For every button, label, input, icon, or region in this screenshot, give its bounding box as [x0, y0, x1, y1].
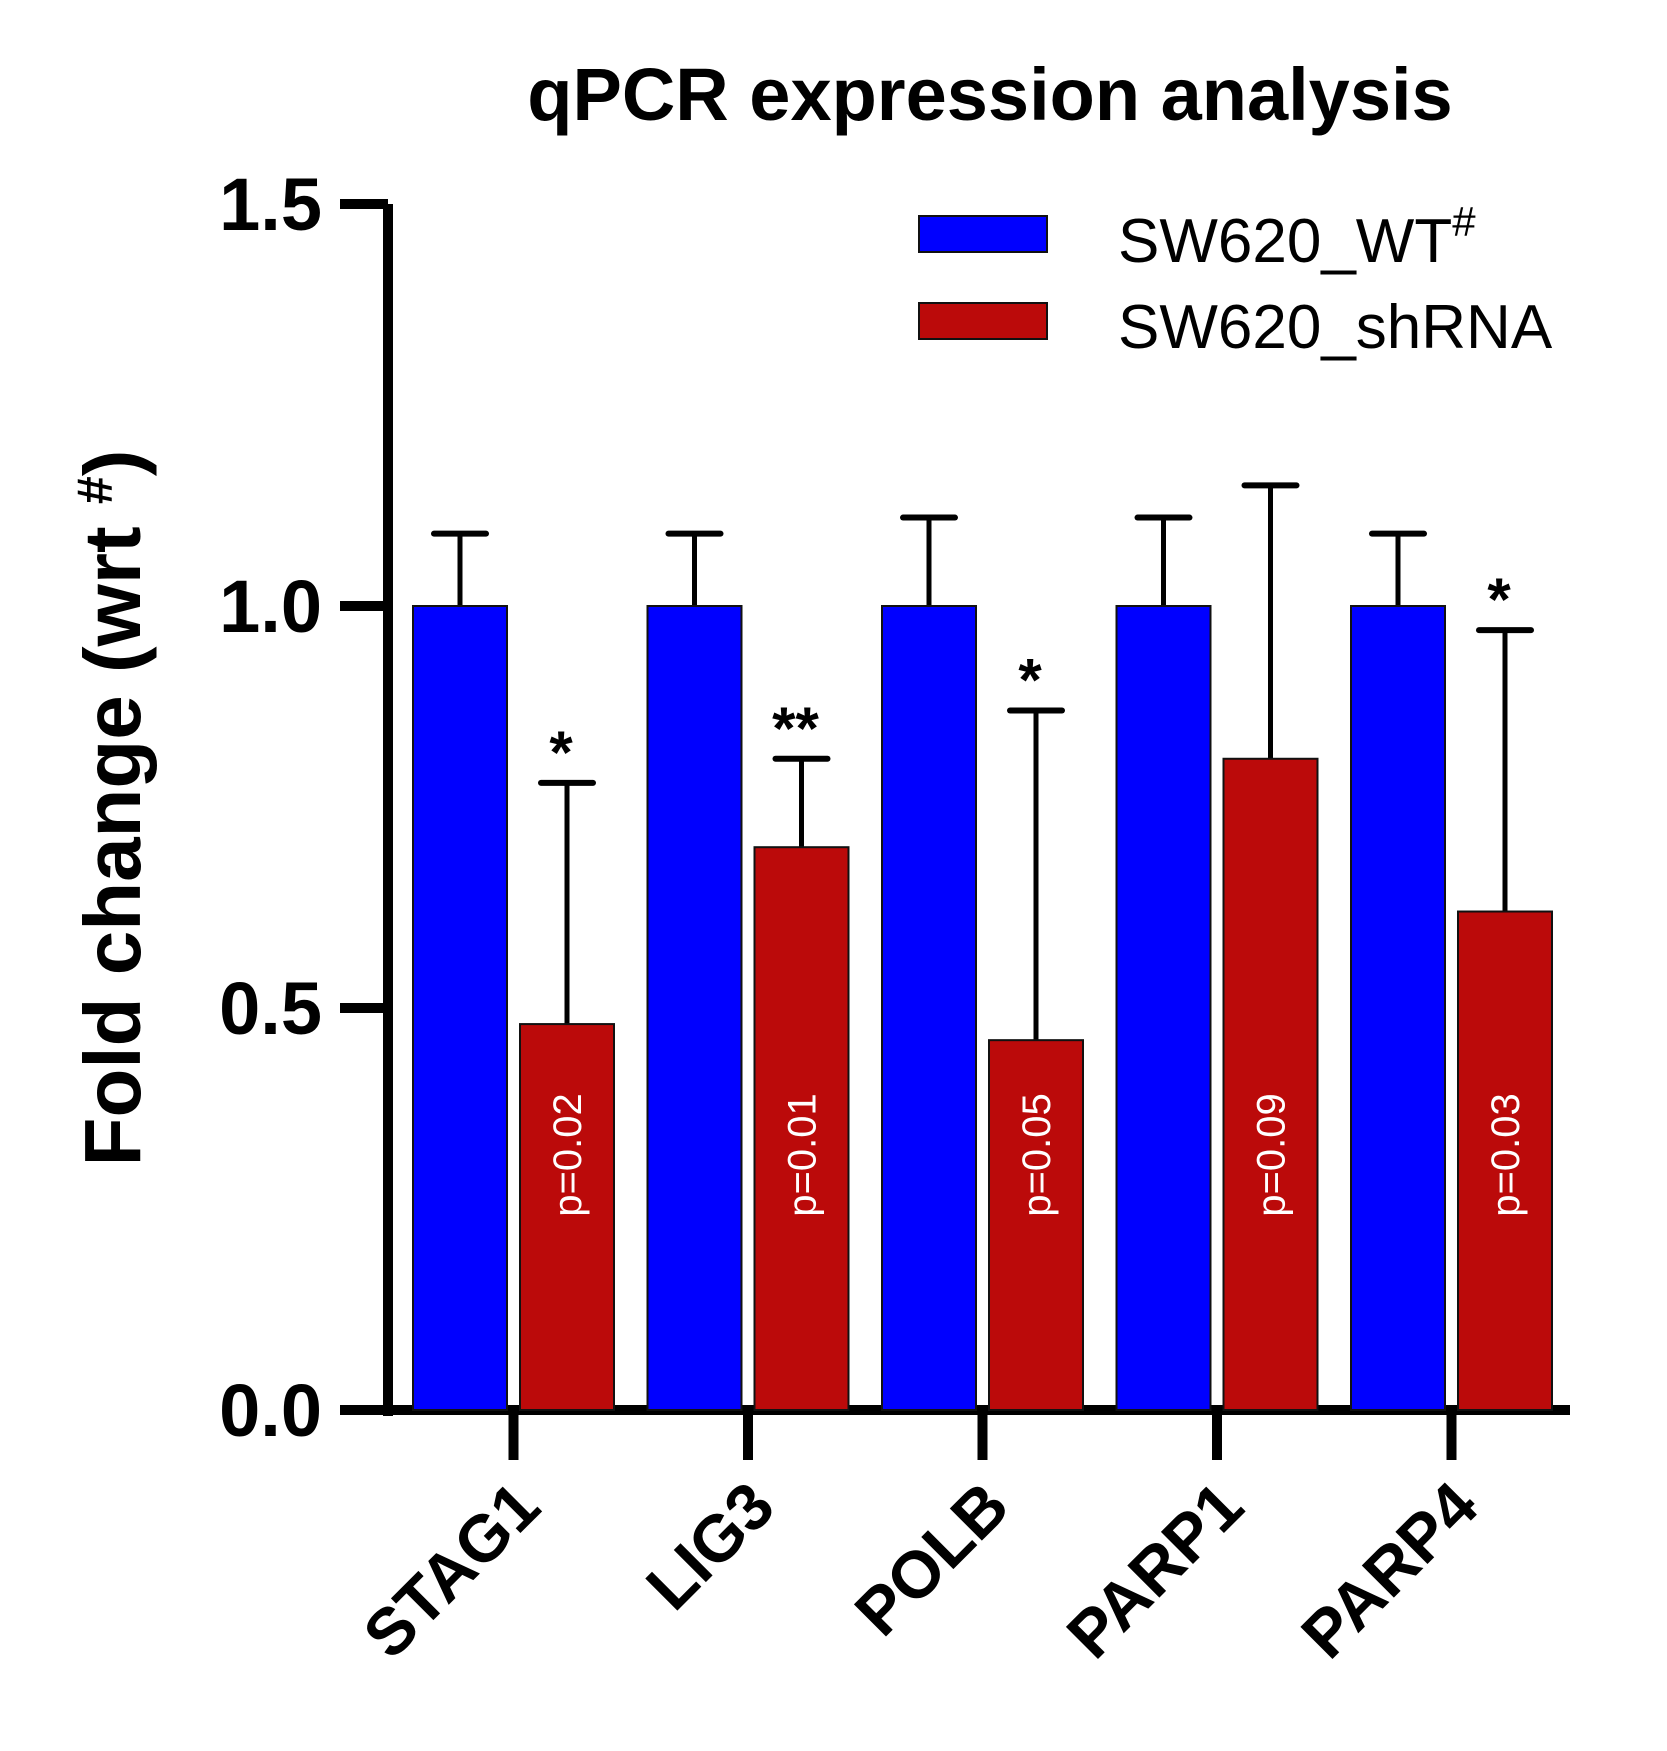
- legend-label-wt-main: SW620_WT: [1118, 207, 1452, 276]
- legend-swatch-wt: [918, 215, 1048, 253]
- y-axis-title: Fold change (wrt #): [67, 450, 157, 1167]
- bar-wt: [412, 605, 508, 1411]
- significance-marker: **: [772, 695, 819, 762]
- legend: SW620_WT# SW620_shRNA: [918, 198, 1553, 362]
- significance-marker: *: [1487, 566, 1511, 633]
- bar-shrna: [988, 1039, 1084, 1412]
- legend-label-wt-sup: #: [1452, 198, 1476, 245]
- p-value-label: p=0.03: [1484, 1093, 1528, 1216]
- p-value-label: p=0.09: [1250, 1093, 1294, 1216]
- bar-shrna: [753, 846, 850, 1411]
- y-axis-label: Fold change (wrt #): [67, 450, 157, 1167]
- y-tick-label: 1.5: [219, 163, 322, 246]
- p-value-label: p=0.01: [781, 1093, 825, 1216]
- legend-label-wt: SW620_WT#: [1118, 198, 1476, 276]
- x-tick-label: STAG1: [349, 1468, 553, 1672]
- bar-shrna: [1457, 910, 1553, 1412]
- bar-wt: [881, 605, 977, 1411]
- x-tick-label: POLB: [840, 1468, 1022, 1650]
- p-value-label: p=0.05: [1015, 1093, 1059, 1216]
- x-tick-label: PARP1: [1052, 1468, 1256, 1672]
- bar-shrna: [1222, 757, 1319, 1411]
- bar-wt: [1350, 605, 1446, 1411]
- chart-title: qPCR expression analysis: [527, 53, 1452, 136]
- plot-area: 0.0 0.5 1.0 1.5 * p=0.02 STAG1 ** p=0.01 LIG3 * p=0…: [219, 163, 1570, 1672]
- y-tick-label: 0.5: [219, 967, 322, 1050]
- bar-wt: [1115, 605, 1212, 1411]
- y-tick-label: 1.0: [219, 565, 322, 648]
- significance-marker: *: [549, 719, 573, 786]
- legend-swatch-shrna: [918, 302, 1048, 340]
- y-axis-label-close: ): [68, 450, 157, 477]
- y-tick-label: 0.0: [219, 1369, 322, 1452]
- x-tick-label: LIG3: [632, 1468, 788, 1624]
- y-axis-label-main: Fold change (wrt: [68, 504, 157, 1166]
- p-value-label: p=0.02: [546, 1093, 590, 1216]
- bar-wt: [646, 605, 743, 1411]
- legend-label-shrna: SW620_shRNA: [1118, 293, 1553, 362]
- x-tick-label: PARP4: [1287, 1467, 1492, 1672]
- bar-shrna: [519, 1023, 615, 1411]
- significance-marker: *: [1018, 647, 1042, 714]
- y-axis-label-sup: #: [67, 476, 123, 504]
